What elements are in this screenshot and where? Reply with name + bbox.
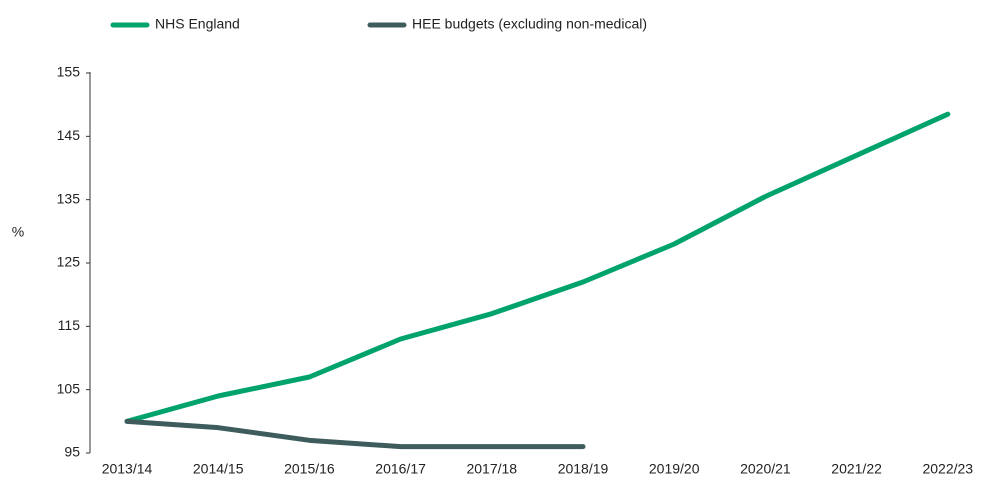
x-tick-label: 2019/20 (649, 461, 700, 477)
x-tick-label: 2016/17 (375, 461, 426, 477)
y-tick-label: 105 (57, 380, 81, 396)
x-tick-label: 2020/21 (740, 461, 791, 477)
legend-label: NHS England (155, 16, 240, 32)
x-tick-label: 2021/22 (831, 461, 882, 477)
x-tick-label: 2015/16 (284, 461, 335, 477)
line-series (124, 111, 951, 424)
y-tick-label: 135 (57, 190, 81, 206)
line-series (124, 418, 586, 450)
y-tick-label: 125 (57, 254, 81, 270)
x-tick-label: 2018/19 (558, 461, 609, 477)
y-tick-label: 145 (57, 127, 81, 143)
y-tick-label: 95 (64, 444, 80, 460)
y-axis-label: % (12, 224, 24, 240)
legend-label: HEE budgets (excluding non-medical) (412, 16, 647, 32)
x-tick-label: 2022/23 (922, 461, 973, 477)
y-tick-label: 155 (57, 64, 81, 80)
x-tick-label: 2013/14 (102, 461, 153, 477)
x-tick-label: 2014/15 (193, 461, 244, 477)
x-tick-label: 2017/18 (466, 461, 517, 477)
y-tick-label: 115 (58, 317, 81, 333)
